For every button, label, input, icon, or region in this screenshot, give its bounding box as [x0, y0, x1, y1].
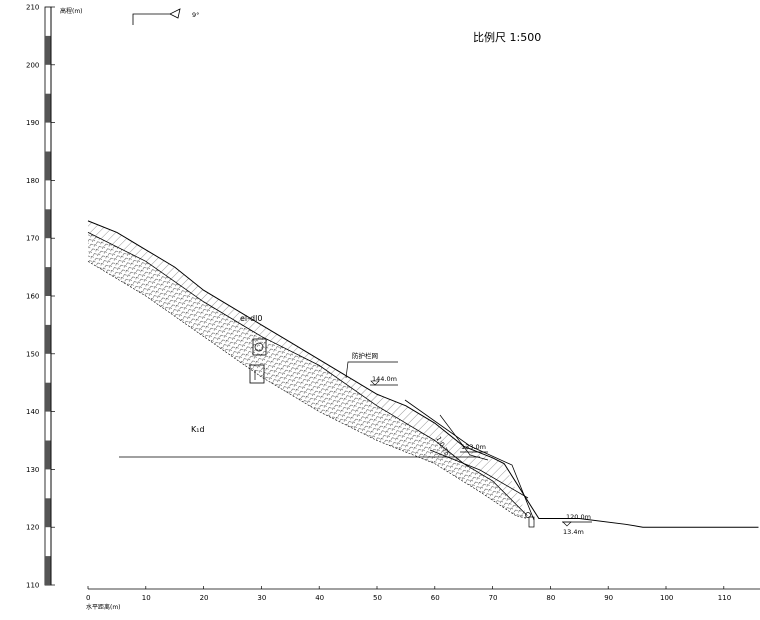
- elevation-marker-1-label: 144.0m: [372, 375, 397, 383]
- y-tick-label: 120: [26, 524, 39, 532]
- dip-indicator: 9°: [132, 8, 199, 25]
- y-tick-label: 130: [26, 466, 39, 474]
- y-tick-label: 210: [26, 4, 39, 12]
- y-tick-label: 170: [26, 235, 39, 243]
- geology-layers: [87, 220, 759, 528]
- ground-surface-line: [87, 220, 759, 528]
- toe-structure-symbol: [525, 512, 535, 528]
- borehole-symbol: [249, 338, 267, 384]
- elevation-marker-2-label: 133.0m: [461, 443, 486, 451]
- x-tick-label: 0: [86, 594, 90, 602]
- ruler-segment: [45, 440, 51, 470]
- x-tick-label: 50: [373, 594, 382, 602]
- ruler-segment: [45, 498, 51, 528]
- protective-net-annotation: 防护栏网: [345, 351, 398, 379]
- y-axis: 110 120 130 140 150 160 170 180 190 200 210: [26, 4, 55, 590]
- soil-base-line: [87, 232, 528, 516]
- x-tick-label: 110: [718, 594, 731, 602]
- soil-label: el-dl0: [240, 314, 262, 323]
- x-axis-title: 水平距离(m): [86, 603, 121, 611]
- x-tick-label: 20: [200, 594, 209, 602]
- weathered-zone: [88, 232, 528, 519]
- excavation-lines: [404, 399, 535, 521]
- y-tick-label: 190: [26, 119, 39, 127]
- y-tick-label: 200: [26, 61, 39, 69]
- scale-label: 比例尺 1:500: [473, 30, 541, 44]
- rock-top-line: [87, 261, 528, 519]
- elevation-marker-3-label: 120.0m: [566, 513, 591, 521]
- elevation-marker-1: 144.0m: [370, 375, 398, 386]
- x-axis: 0 10 20 30 40 50 60 70 80 90 100 110: [86, 586, 760, 602]
- ruler-segment: [45, 556, 51, 585]
- y-axis-title: 高程(m): [60, 7, 83, 15]
- ruler-segment: [45, 324, 51, 354]
- soil-band: [88, 220, 528, 516]
- x-tick-label: 10: [142, 594, 151, 602]
- elevation-marker-3: 120.0m: [562, 513, 592, 523]
- rock-label: K₁d: [191, 425, 205, 434]
- elevation-marker-4-label: 13.4m: [563, 528, 584, 536]
- y-tick-label: 180: [26, 177, 39, 185]
- ruler-segment: [45, 151, 51, 181]
- ruler-segment: [45, 93, 51, 123]
- elevation-marker-4: 13.4m: [562, 521, 584, 536]
- x-tick-label: 60: [431, 594, 440, 602]
- dip-label: 9°: [192, 11, 199, 19]
- elevation-ruler: [44, 6, 52, 586]
- ruler-segment: [45, 35, 51, 65]
- protective-net-label: 防护栏网: [352, 351, 378, 360]
- ruler-segment: [45, 209, 51, 239]
- x-tick-label: 40: [315, 594, 324, 602]
- x-tick-label: 90: [604, 594, 613, 602]
- y-tick-label: 140: [26, 408, 39, 416]
- x-tick-label: 80: [546, 594, 555, 602]
- x-tick-label: 100: [660, 594, 673, 602]
- ruler-segment: [45, 382, 51, 412]
- y-tick-label: 160: [26, 293, 39, 301]
- x-tick-label: 30: [257, 594, 266, 602]
- y-tick-label: 110: [26, 582, 39, 590]
- y-tick-label: 150: [26, 350, 39, 358]
- ruler-segment: [45, 267, 51, 296]
- x-tick-label: 70: [489, 594, 498, 602]
